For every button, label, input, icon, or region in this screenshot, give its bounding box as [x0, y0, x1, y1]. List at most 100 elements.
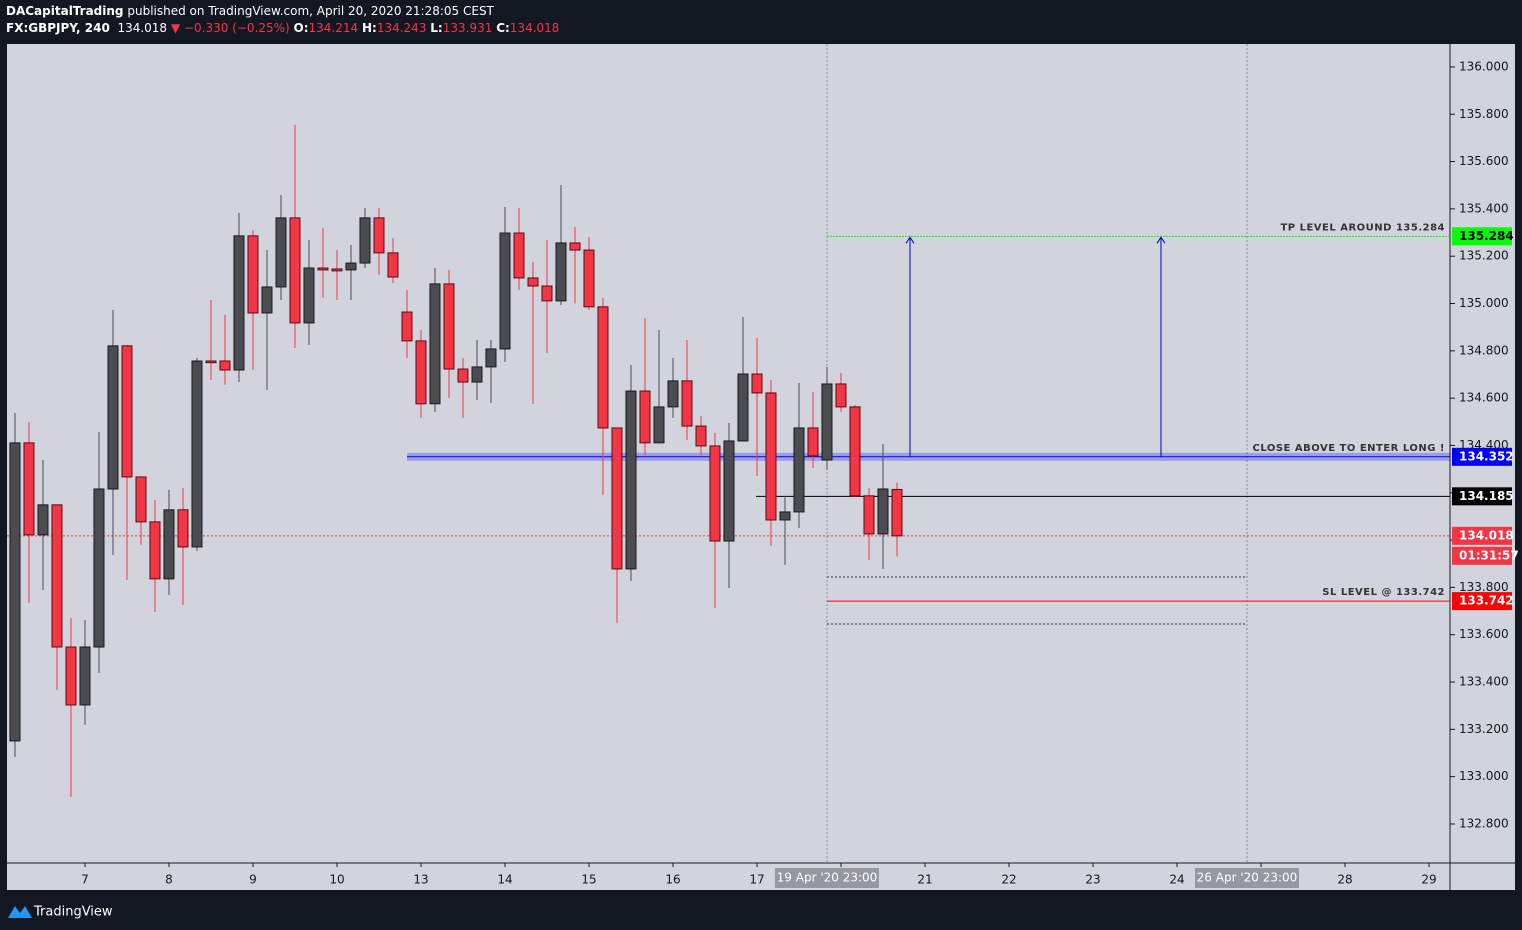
y-tick-label: 134.800: [1459, 343, 1509, 357]
candle-body: [233, 235, 245, 371]
candle-body: [527, 277, 539, 287]
entry-tag-bg: [1452, 447, 1512, 466]
candle-body: [555, 242, 567, 302]
candle-body: [611, 427, 623, 570]
candle-body: [247, 235, 259, 314]
y-tick-label: 133.600: [1459, 627, 1509, 641]
candle-body: [737, 373, 749, 442]
mid-tag-bg: [1452, 487, 1512, 506]
candle-body: [65, 646, 77, 706]
time-marker-bg: [774, 868, 879, 888]
entry-tag: 134.352: [1459, 449, 1514, 463]
last-tag: 134.018: [1459, 528, 1514, 542]
candle-body: [583, 249, 595, 308]
logo-icon: [8, 906, 32, 918]
level-note: SL LEVEL @ 133.742: [1322, 587, 1445, 598]
candle-body: [457, 368, 469, 383]
candle-body: [709, 445, 721, 542]
candle-body: [723, 440, 735, 542]
x-tick-label: 16: [665, 873, 680, 887]
candle-body: [415, 340, 427, 405]
published: published on TradingView.com, April 20, …: [127, 4, 494, 18]
countdown-tag: 01:31:57: [1459, 548, 1519, 562]
y-tick-label: 134.600: [1459, 391, 1509, 405]
candle-body: [121, 345, 133, 478]
candle-body: [513, 232, 525, 279]
x-tick-label: 7: [81, 873, 89, 887]
y-tick-label: 136.000: [1459, 59, 1509, 73]
candle-body: [499, 232, 511, 350]
candle-body: [667, 380, 679, 408]
countdown-tag-bg: [1452, 546, 1512, 565]
sl-tag-bg: [1452, 592, 1512, 611]
candle-body: [681, 380, 693, 427]
header-line-2: FX:GBPJPY, 240 134.018 ▼ −0.330 (−0.25%)…: [6, 21, 559, 35]
candle-body: [639, 390, 651, 444]
candle-body: [149, 521, 161, 580]
x-tick-label: 14: [497, 873, 512, 887]
candle-body: [289, 217, 301, 324]
x-tick-label: 28: [1337, 873, 1352, 887]
candle-body: [387, 252, 399, 278]
candle-body: [163, 509, 175, 580]
candle-body: [9, 442, 21, 742]
candle-body: [135, 476, 147, 523]
candle-body: [317, 267, 329, 271]
candle-body: [177, 509, 189, 548]
x-tick-label: 23: [1085, 873, 1100, 887]
mid-tag: 134.185: [1459, 489, 1514, 503]
candle-body: [443, 283, 455, 370]
candle-body: [471, 366, 483, 383]
candle-body: [569, 242, 581, 251]
sl-tag: 133.742: [1459, 594, 1514, 608]
candle-body: [23, 442, 35, 536]
candle-body: [303, 267, 315, 324]
candle-body: [625, 390, 637, 570]
y-tick-label: 133.000: [1459, 769, 1509, 783]
x-tick-label: 13: [413, 873, 428, 887]
candle-body: [779, 511, 791, 521]
candle-body: [695, 425, 707, 447]
x-tick-label: 15: [581, 873, 596, 887]
candle-body: [849, 406, 861, 497]
candle-body: [331, 268, 343, 272]
x-tick-label: 29: [1421, 873, 1436, 887]
y-tick-label: 135.200: [1459, 249, 1509, 263]
y-tick-label: 133.200: [1459, 722, 1509, 736]
plot-background: [7, 44, 1515, 890]
candle-body: [793, 427, 805, 513]
x-tick-label: 24: [1169, 873, 1184, 887]
logo: TradingView: [8, 905, 113, 920]
level-note: CLOSE ABOVE TO ENTER LONG !: [1253, 443, 1446, 454]
arrow-head: [1156, 236, 1166, 244]
candle-body: [541, 285, 553, 302]
candle-body: [485, 348, 497, 368]
candle-body: [597, 306, 609, 429]
tp-tag-bg: [1452, 227, 1512, 246]
l-label: L:: [430, 21, 443, 35]
y-tick-label: 135.800: [1459, 107, 1509, 121]
x-tick-label: 10: [329, 873, 344, 887]
h-label: H:: [361, 21, 377, 35]
symbol: FX:GBPJPY, 240: [6, 21, 110, 35]
candle-body: [107, 345, 119, 490]
x-tick-label: 22: [1001, 873, 1016, 887]
candle-body: [93, 488, 105, 648]
candle-body: [373, 217, 385, 254]
candle-body: [191, 360, 203, 548]
level-note: TP LEVEL AROUND 135.284: [1280, 222, 1445, 233]
l-value: 133.931: [442, 21, 493, 35]
candle-body: [751, 373, 763, 394]
y-tick-label: 133.400: [1459, 675, 1509, 689]
candle-body: [401, 311, 413, 342]
x-tick-label: 17: [749, 873, 764, 887]
candle-body: [429, 283, 441, 405]
candle-body: [653, 406, 665, 444]
candle-body: [359, 217, 371, 264]
x-tick-label: 8: [165, 873, 173, 887]
candle-body: [79, 646, 91, 706]
candle-body: [261, 286, 273, 314]
brand: TradingView: [33, 905, 113, 920]
